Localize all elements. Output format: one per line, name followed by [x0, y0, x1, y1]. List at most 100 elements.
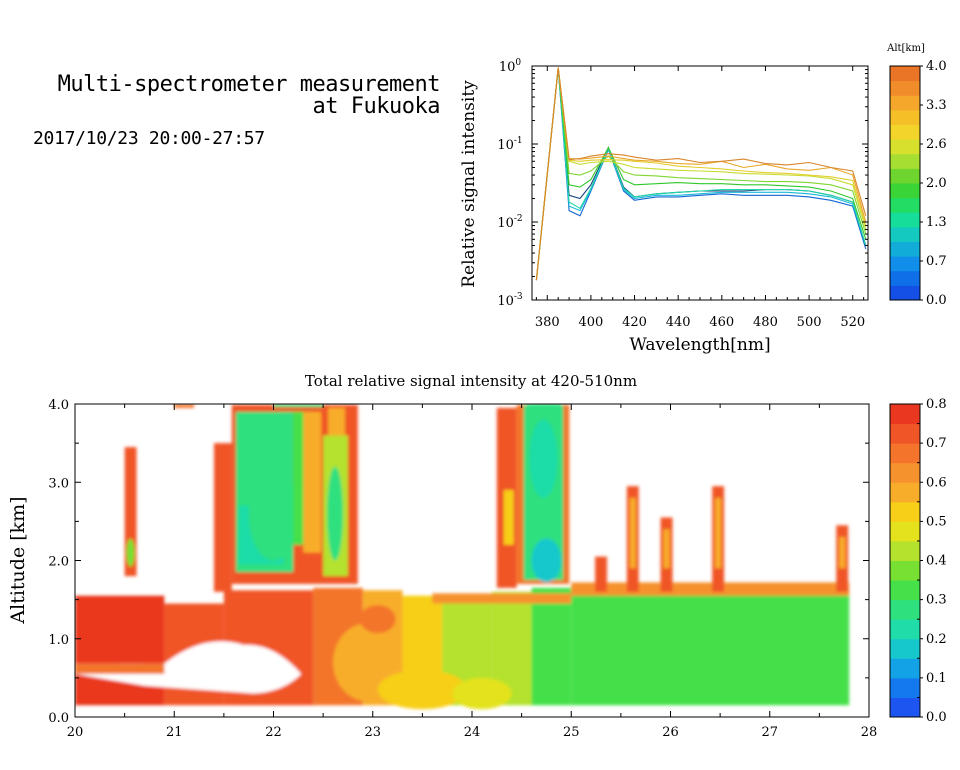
spectrum-x-tick-label: 380: [535, 315, 560, 330]
altitude-colorbar-swatch: [890, 256, 920, 272]
spectrum-series-line-4: [535, 67, 867, 281]
intensity-colorbar-tick-label: 0.6: [926, 475, 947, 490]
spectrum-x-tick-label: 520: [840, 315, 865, 330]
altitude-colorbar: Alt[km] 0.0 0.7 1.3 2.0 2.6 3.3 4.0: [886, 43, 947, 308]
cloud-spike-core: [663, 529, 670, 569]
spectrum-series-line-5: [535, 67, 867, 281]
intensity-colorbar-swatch: [890, 580, 920, 601]
heatmap-cell: [273, 404, 324, 408]
altitude-colorbar-tick-label: 0.0: [926, 293, 947, 308]
spectrum-x-tick-label: 500: [797, 315, 822, 330]
heatmap-field: [75, 404, 850, 710]
boundary-layer-late: [571, 590, 850, 706]
spectrum-series-line-1: [535, 67, 867, 281]
heatmap-cell: [526, 404, 562, 408]
intensity-colorbar-swatch: [890, 677, 920, 698]
intensity-colorbar-tick-label: 0.3: [926, 593, 947, 608]
heatmap-y-tick-label: 0.0: [48, 711, 69, 726]
cloud-column: [124, 447, 137, 577]
heatmap-blob: [452, 677, 512, 710]
spectrum-x-tick-label: 420: [622, 315, 647, 330]
heatmap-y-axis-label: Altitude [km]: [7, 496, 29, 624]
altitude-colorbar-swatch: [890, 95, 920, 111]
intensity-colorbar-swatch: [890, 658, 920, 679]
heatmap-blob: [248, 466, 299, 561]
heatmap-blob: [126, 538, 135, 567]
heatmap-y-tick-label: 3.0: [48, 476, 69, 491]
intensity-colorbar-tick-label: 0.2: [926, 632, 947, 647]
heatmap-x-tick-label: 28: [861, 725, 878, 740]
spectrum-x-axis-label: Wavelength[nm]: [629, 335, 770, 355]
heatmap-x-tick-label: 26: [662, 725, 679, 740]
intensity-colorbar-swatch: [890, 599, 920, 620]
heatmap-x-tick-label: 25: [563, 725, 580, 740]
boundary-layer-early: [75, 595, 165, 706]
heatmap-blob: [377, 670, 468, 710]
intensity-colorbar-swatch: [890, 423, 920, 444]
heatmap-smoothed-field: [75, 404, 850, 710]
spectrum-series-lines: [535, 67, 867, 281]
boundary-layer-top-edge: [571, 582, 850, 596]
spectrum-y-tick-label: 100: [499, 58, 522, 75]
spectrum-series-line-6: [535, 67, 867, 281]
heatmap-y-tick-label: 1.0: [48, 633, 69, 648]
intensity-colorbar-swatch: [890, 482, 920, 503]
cloud-spike-core: [839, 537, 846, 569]
heatmap-x-tick-label: 20: [67, 725, 84, 740]
intensity-colorbar-swatch: [890, 638, 920, 659]
altitude-colorbar-swatch: [890, 66, 920, 82]
spectrum-y-tick-label: 10-1: [497, 136, 522, 153]
intensity-colorbar-swatch: [890, 619, 920, 640]
altitude-colorbar-tick-label: 0.7: [926, 254, 947, 269]
intensity-colorbar-tick-label: 0.1: [926, 671, 947, 686]
spectrum-series-line-3: [535, 67, 867, 281]
altitude-colorbar-swatch: [890, 153, 920, 169]
heatmap-blob: [531, 538, 562, 583]
altitude-colorbar-swatch: [890, 109, 920, 125]
intensity-colorbar-swatch: [890, 443, 920, 464]
heatmap-cell: [503, 490, 514, 545]
intensity-colorbar-swatch: [890, 501, 920, 522]
heatmap-y-tick-label: 2.0: [48, 555, 69, 570]
altitude-colorbar-tick-label: 2.6: [926, 137, 947, 152]
heatmap-cell: [328, 407, 345, 436]
intensity-colorbar: 0.0 0.1 0.2 0.3 0.4 0.5 0.6 0.7 0.8: [889, 397, 947, 725]
spectrum-y-axis-label: Relative signal intensity: [459, 80, 479, 288]
spectrum-series-line-8: [535, 67, 867, 281]
spectrum-y-tick-label: 10-3: [497, 292, 523, 309]
cloud-spike: [595, 556, 607, 592]
altitude-colorbar-swatch: [890, 270, 920, 286]
altitude-colorbar-swatch: [890, 183, 920, 199]
cloud-column: [213, 443, 232, 592]
title-line-2: at Fukuoka: [312, 94, 441, 119]
intensity-colorbar-tick-label: 0.7: [926, 436, 947, 451]
intensity-colorbar-swatch: [890, 560, 920, 581]
title-line-1: Multi-spectrometer measurement: [57, 72, 441, 97]
heatmap-y-tick-label: 4.0: [48, 398, 69, 413]
intensity-colorbar-swatch: [890, 540, 920, 561]
heatmap-x-tick-label: 24: [464, 725, 481, 740]
altitude-colorbar-swatch: [890, 285, 920, 301]
heatmap-x-tick-label: 22: [265, 725, 282, 740]
altitude-colorbar-swatch: [890, 124, 920, 140]
spectrum-y-tick-label: 10-2: [497, 214, 522, 231]
spectrum-series-line-10: [535, 67, 867, 281]
heatmap-x-tick-label: 23: [364, 725, 381, 740]
spectrum-x-tick-label: 480: [753, 315, 778, 330]
intensity-colorbar-swatch: [890, 462, 920, 483]
heatmap-blob: [327, 466, 343, 561]
altitude-colorbar-swatch: [890, 168, 920, 184]
heatmap-title: Total relative signal intensity at 420-5…: [305, 372, 637, 390]
chart-title: Multi-spectrometer measurement at Fukuok…: [10, 72, 441, 119]
altitude-colorbar-swatch: [890, 241, 920, 257]
intensity-colorbar-tick-label: 0.5: [926, 514, 947, 529]
intensity-colorbar-tick-label: 0.8: [926, 397, 947, 412]
heatmap-blob: [359, 605, 396, 634]
boundary-layer-gap: [75, 641, 302, 694]
intensity-colorbar-swatch: [890, 521, 920, 542]
altitude-colorbar-swatch: [890, 139, 920, 155]
heatmap-ticks: 0.0 1.0 2.0 3.0 4.0 20 21 22 23 24 25 26 27 28: [48, 398, 877, 740]
intensity-colorbar-tick-label: 0.4: [926, 554, 947, 569]
